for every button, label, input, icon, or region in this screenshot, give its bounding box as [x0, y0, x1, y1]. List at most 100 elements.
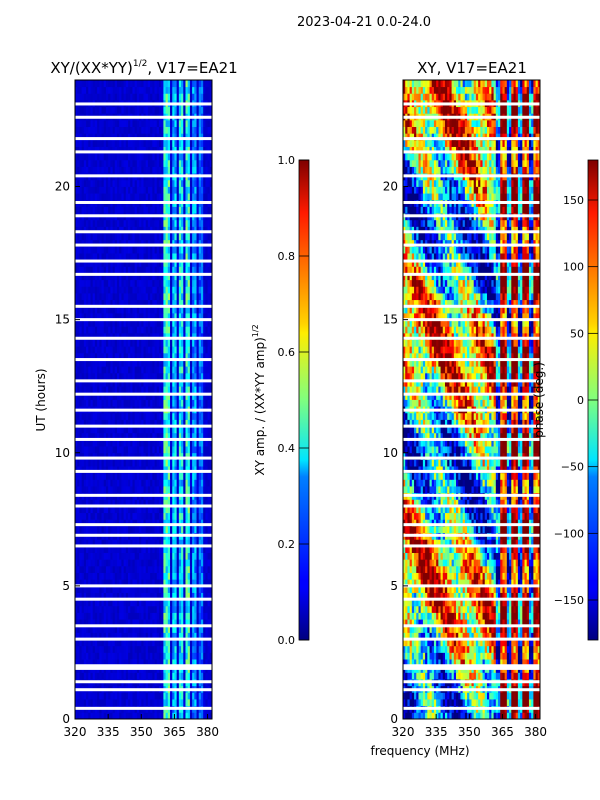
heatmap-cell	[136, 572, 140, 580]
heatmap-cell	[147, 466, 151, 474]
heatmap-cell	[183, 692, 186, 700]
heatmap-cell	[123, 432, 127, 440]
heatmap-cell	[141, 659, 144, 667]
heatmap-cell	[99, 499, 102, 507]
heatmap-cell	[152, 279, 155, 287]
heatmap-cell	[145, 346, 149, 354]
heatmap-cell	[178, 692, 182, 700]
heatmap-cell	[163, 539, 166, 547]
heatmap-cell	[154, 432, 158, 440]
heatmap-cell	[178, 399, 182, 407]
heatmap-cell	[156, 426, 160, 434]
heatmap-cell	[88, 346, 91, 354]
heatmap-cell	[196, 432, 200, 440]
heatmap-cell	[181, 632, 184, 640]
heatmap-cell	[134, 459, 138, 467]
heatmap-cell	[130, 432, 133, 440]
heatmap-cell	[205, 572, 208, 580]
heatmap-cell	[101, 632, 105, 640]
heatmap-cell	[77, 459, 80, 467]
heatmap-cell	[163, 266, 166, 274]
heatmap-cell	[176, 625, 180, 633]
heatmap-cell	[81, 645, 85, 653]
heatmap-cell	[101, 273, 105, 281]
heatmap-cell	[128, 352, 131, 360]
heatmap-cell	[150, 525, 153, 534]
heatmap-cell	[183, 479, 186, 487]
heatmap-cell	[130, 579, 133, 587]
heatmap-cell	[163, 412, 166, 420]
heatmap-cell	[147, 332, 151, 340]
heatmap-cell	[207, 352, 211, 360]
heatmap-cell	[123, 605, 127, 613]
heatmap-cell	[77, 672, 80, 680]
heatmap-cell	[174, 426, 178, 434]
heatmap-cell	[75, 339, 78, 347]
heatmap-cell	[183, 512, 186, 520]
heatmap-cell	[97, 612, 100, 620]
heatmap-cell	[139, 279, 142, 287]
heatmap-cell	[108, 486, 111, 494]
heatmap-cell	[205, 699, 208, 707]
heatmap-cell	[125, 452, 129, 460]
heatmap-cell	[121, 625, 125, 633]
heatmap-cell	[181, 312, 184, 321]
heatmap-cell	[75, 346, 78, 354]
heatmap-cell	[86, 319, 89, 327]
heatmap-cell	[116, 432, 120, 440]
heatmap-cell	[200, 499, 204, 507]
heatmap-cell	[114, 645, 118, 653]
heatmap-cell	[81, 652, 85, 660]
heatmap-cell	[183, 446, 186, 454]
heatmap-cell	[167, 565, 171, 573]
heatmap-cell	[83, 306, 87, 314]
heatmap-cell	[156, 273, 160, 281]
heatmap-cell	[130, 659, 133, 667]
heatmap-cell	[83, 259, 87, 267]
heatmap-cell	[103, 299, 107, 307]
heatmap-cell	[196, 419, 200, 427]
heatmap-cell	[99, 399, 102, 407]
heatmap-cell	[163, 692, 166, 700]
heatmap-cell	[97, 525, 100, 534]
heatmap-cell	[150, 432, 153, 440]
heatmap-cell	[101, 672, 105, 680]
heatmap-cell	[123, 332, 127, 340]
heatmap-cell	[88, 519, 91, 527]
heatmap-cell	[132, 612, 136, 620]
heatmap-cell	[154, 506, 158, 514]
heatmap-cell	[183, 366, 186, 374]
heatmap-cell	[103, 259, 107, 267]
heatmap-cell	[90, 273, 94, 281]
heatmap-cell	[116, 279, 120, 287]
heatmap-cell	[143, 632, 147, 640]
heatmap-cell	[77, 599, 80, 607]
heatmap-cell	[145, 459, 149, 467]
heatmap-cell	[130, 459, 133, 467]
heatmap-cell	[75, 612, 78, 620]
heatmap-cell	[130, 326, 133, 334]
heatmap-cell	[92, 585, 96, 593]
heatmap-cell	[154, 339, 158, 347]
heatmap-cell	[158, 432, 162, 440]
heatmap-cell	[108, 659, 111, 667]
heatmap-cell	[200, 293, 204, 301]
heatmap-cell	[165, 632, 169, 640]
heatmap-cell	[170, 632, 173, 640]
heatmap-cell	[77, 446, 80, 454]
heatmap-cell	[121, 479, 125, 487]
heatmap-cell	[77, 266, 80, 274]
heatmap-cell	[88, 619, 91, 627]
heatmap-cell	[99, 612, 102, 620]
heatmap-cell	[130, 339, 133, 347]
heatmap-cell	[176, 599, 180, 607]
heatmap-cell	[167, 659, 171, 667]
heatmap-cell	[143, 419, 147, 427]
heatmap-cell	[167, 585, 171, 593]
heatmap-cell	[203, 366, 206, 374]
heatmap-cell	[139, 612, 142, 620]
heatmap-cell	[161, 266, 164, 274]
heatmap-cell	[110, 299, 113, 307]
heatmap-cell	[83, 565, 87, 573]
heatmap-cell	[128, 319, 131, 327]
